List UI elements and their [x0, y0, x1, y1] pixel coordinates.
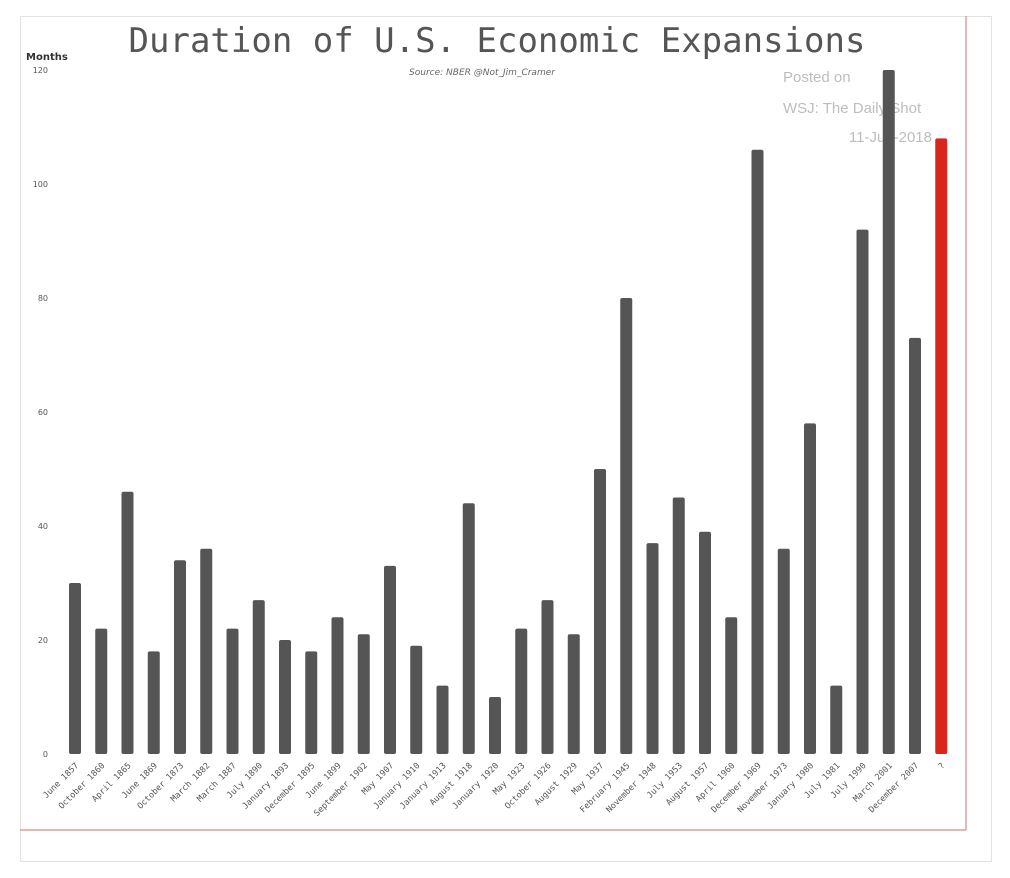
- chart-subtitle: Source: NBER @Not_Jim_Cramer: [409, 68, 556, 78]
- x-tick-label: January 1910: [372, 761, 423, 812]
- y-tick-label: 100: [33, 180, 48, 189]
- bar: [174, 560, 186, 754]
- x-tick-label: January 1980: [766, 761, 817, 812]
- bar: [279, 640, 291, 754]
- bar: [147, 651, 160, 754]
- y-axis-ticks: 0 20 40 60 80 100 120: [33, 66, 48, 759]
- bar: [69, 583, 81, 754]
- bar: [646, 543, 659, 754]
- y-tick-label: 0: [43, 750, 48, 759]
- y-tick-label: 40: [38, 522, 48, 531]
- bar: [384, 565, 396, 754]
- bar: [672, 497, 685, 754]
- annotation-posted-on: Posted on: [783, 69, 851, 86]
- bar: [725, 617, 738, 754]
- y-tick-label: 20: [38, 636, 48, 645]
- bar: [515, 628, 528, 754]
- bar: [462, 503, 475, 754]
- chart-frame: [20, 16, 992, 862]
- bar-series: [69, 70, 948, 755]
- x-tick-label: October 1926: [503, 761, 554, 812]
- x-tick-label: ?: [937, 761, 948, 772]
- bar: [594, 469, 606, 754]
- bar: [567, 634, 580, 754]
- y-tick-label: 80: [38, 294, 48, 303]
- bar: [95, 628, 108, 754]
- bar: [804, 423, 816, 754]
- bar: [882, 70, 895, 754]
- chart-title: Duration of U.S. Economic Expansions: [129, 21, 866, 61]
- bar: [541, 600, 554, 754]
- y-tick-label: 60: [38, 408, 48, 417]
- bar: [331, 617, 344, 754]
- x-tick-label: October 1860: [57, 761, 108, 812]
- x-tick-label: January 1913: [398, 761, 449, 812]
- bar: [699, 531, 711, 754]
- bar: [200, 548, 213, 754]
- bar: [410, 645, 423, 754]
- x-tick-label: January 1920: [451, 761, 502, 812]
- bar: [436, 685, 449, 754]
- bar: [751, 149, 764, 755]
- x-tick-label: October 1873: [136, 761, 187, 812]
- x-tick-label: January 1893: [241, 761, 292, 812]
- bar: [489, 697, 501, 754]
- bar: [856, 229, 869, 755]
- bar: [357, 634, 370, 754]
- bar-current-expansion: [935, 138, 948, 754]
- bar: [909, 337, 921, 754]
- bar: [305, 651, 318, 754]
- bar: [777, 548, 790, 754]
- x-tick-label: December 2007: [867, 761, 921, 815]
- bar: [252, 600, 265, 754]
- bar: [226, 628, 239, 754]
- annotation-source: WSJ: The Daily Shot: [783, 100, 922, 117]
- y-tick-label: 120: [33, 66, 48, 75]
- y-axis-label: Months: [26, 52, 68, 63]
- bar: [121, 491, 134, 754]
- bar: [830, 685, 843, 754]
- bar: [620, 298, 633, 754]
